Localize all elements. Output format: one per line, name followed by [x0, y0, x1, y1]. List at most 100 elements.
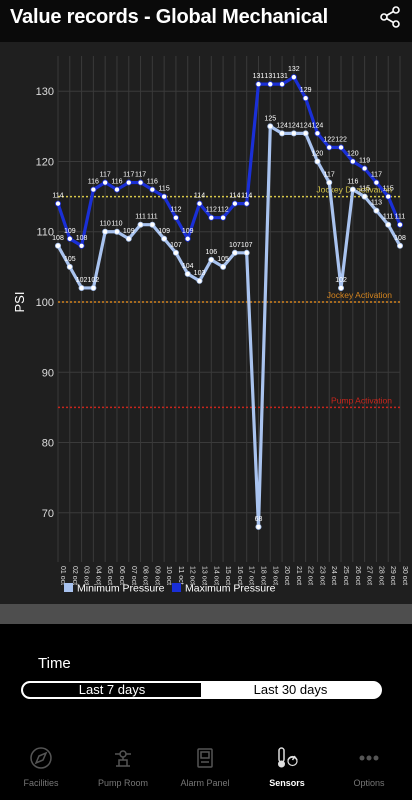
data-point: [113, 228, 120, 235]
data-point: [149, 186, 156, 193]
data-point: [113, 186, 120, 193]
x-tick-label: 22 oct: [307, 566, 314, 585]
x-tick-label: 28 oct: [377, 566, 384, 585]
reference-line-label: Pump Activation: [331, 395, 392, 405]
facilities-icon: [30, 747, 52, 769]
reference-line-label: Jockey Activation: [327, 290, 392, 300]
data-point: [66, 263, 73, 270]
data-point: [208, 256, 215, 263]
nav-facilities-label: Facilities: [23, 778, 59, 788]
data-label: 112: [170, 207, 181, 214]
data-point: [78, 284, 85, 291]
data-label: 107: [170, 242, 182, 249]
data-point: [314, 158, 321, 165]
pump-room-icon: [115, 750, 131, 767]
data-point: [361, 165, 368, 172]
x-tick-label: 30 oct: [401, 566, 408, 585]
nav-sensors-label: Sensors: [269, 778, 305, 788]
data-label: 114: [241, 193, 252, 200]
x-tick-label: 14 oct: [212, 566, 219, 585]
data-label: 117: [135, 172, 146, 179]
data-label: 116: [347, 179, 358, 186]
y-tick-label: 80: [42, 438, 54, 450]
share-icon[interactable]: [378, 5, 402, 29]
options-icon: [359, 755, 379, 761]
data-point: [125, 179, 132, 186]
data-label: 125: [264, 115, 276, 122]
data-point: [78, 242, 85, 249]
y-tick-label: 120: [36, 156, 54, 168]
data-point: [184, 235, 191, 242]
data-label: 122: [335, 136, 347, 143]
nav-pump-room-label: Pump Room: [97, 778, 149, 788]
data-label: 111: [135, 214, 146, 221]
data-point: [349, 158, 356, 165]
nav-options-label: Options: [353, 778, 385, 788]
data-point: [396, 242, 403, 249]
data-label: 117: [371, 172, 382, 179]
data-label: 131: [264, 73, 276, 80]
data-label: 117: [123, 172, 134, 179]
data-label: 115: [383, 186, 394, 193]
x-tick-label: 24 oct: [330, 566, 337, 585]
y-tick-label: 70: [42, 508, 54, 520]
data-point: [208, 214, 215, 221]
data-label: 117: [324, 172, 335, 179]
data-label: 122: [323, 136, 335, 143]
x-tick-label: 17 oct: [248, 566, 255, 585]
last-30-days-button[interactable]: Last 30 days: [201, 683, 380, 697]
data-point: [385, 193, 392, 200]
data-label: 131: [276, 73, 288, 80]
data-point: [302, 130, 309, 137]
data-point: [267, 123, 274, 130]
bottom-navigation: Facilities Pump Room Alarm Panel: [0, 736, 412, 800]
x-tick-label: 16 oct: [236, 566, 243, 585]
data-label: 110: [111, 221, 122, 228]
nav-options[interactable]: Options: [328, 736, 410, 800]
data-point: [231, 249, 238, 256]
data-point: [161, 235, 168, 242]
x-tick-label: 26 oct: [354, 566, 361, 585]
data-label: 111: [383, 214, 394, 221]
data-label: 116: [147, 179, 158, 186]
data-label: 124: [312, 122, 324, 129]
legend-label: Minimum Pressure: [77, 583, 165, 595]
data-label: 109: [182, 228, 194, 235]
data-point: [349, 186, 356, 193]
x-tick-label: 23 oct: [318, 566, 325, 585]
data-label: 107: [241, 242, 253, 249]
data-label: 110: [100, 221, 111, 228]
last-7-days-button[interactable]: Last 7 days: [23, 683, 201, 697]
y-tick-label: 90: [42, 367, 54, 379]
y-tick-label: 100: [36, 297, 54, 309]
data-point: [279, 130, 286, 137]
data-point: [326, 144, 333, 151]
data-point: [326, 179, 333, 186]
data-point: [137, 221, 144, 228]
data-label: 117: [100, 172, 111, 179]
data-point: [373, 207, 380, 214]
data-label: 120: [347, 150, 359, 157]
nav-sensors[interactable]: Sensors: [246, 736, 328, 800]
x-tick-label: 13 oct: [201, 566, 208, 585]
data-point: [172, 249, 179, 256]
data-point: [396, 221, 403, 228]
data-point: [290, 74, 297, 81]
data-label: 115: [359, 186, 370, 193]
nav-facilities[interactable]: Facilities: [0, 736, 82, 800]
x-tick-label: 08 oct: [142, 566, 149, 585]
data-point: [149, 221, 156, 228]
data-point: [302, 95, 309, 102]
nav-pump-room[interactable]: Pump Room: [82, 736, 164, 800]
nav-alarm-panel[interactable]: Alarm Panel: [164, 736, 246, 800]
x-tick-label: 20 oct: [283, 566, 290, 585]
data-point: [255, 523, 262, 530]
data-label: 119: [359, 157, 370, 164]
time-range-selector: Last 7 days Last 30 days: [21, 681, 382, 699]
page-title: Value records - Global Mechanical: [10, 6, 328, 28]
data-label: 103: [194, 270, 206, 277]
data-point: [255, 81, 262, 88]
pressure-chart: Jockey Deactivation Jockey Activation Pump…: [0, 42, 412, 604]
time-label: Time: [38, 655, 71, 672]
x-tick-label: 02 oct: [71, 566, 78, 585]
